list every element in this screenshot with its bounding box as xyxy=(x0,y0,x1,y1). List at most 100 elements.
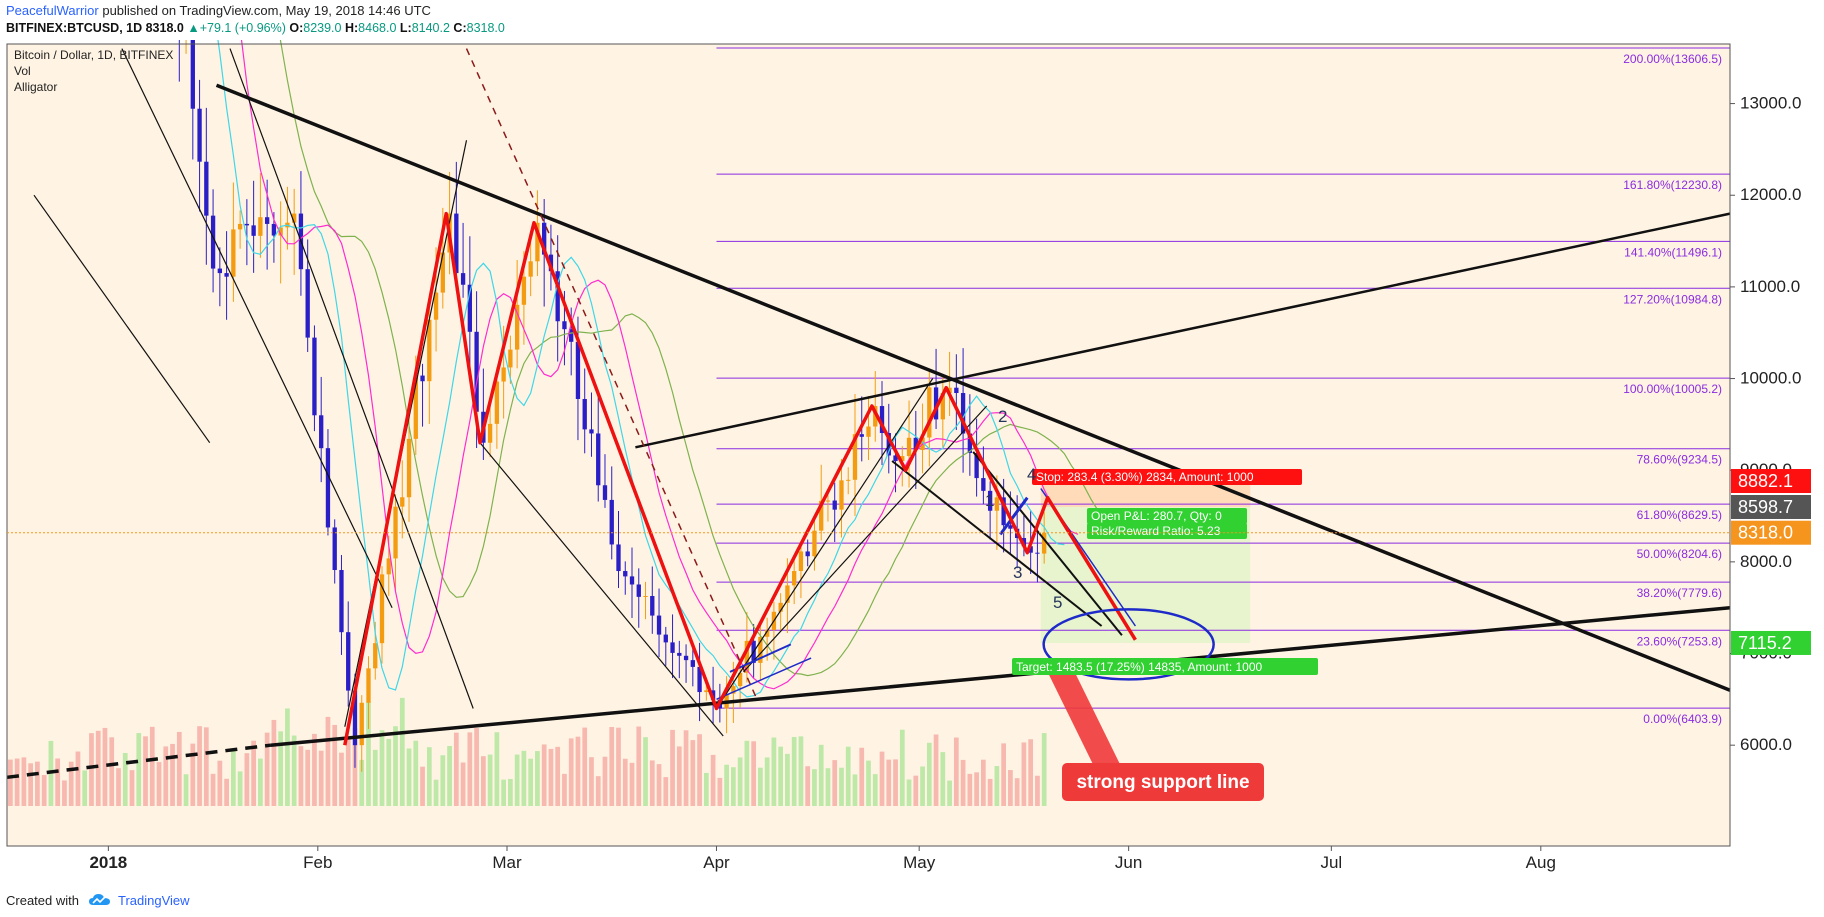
candle-body[interactable] xyxy=(339,570,344,633)
candle-body[interactable] xyxy=(960,393,966,434)
candle-body[interactable] xyxy=(785,585,790,603)
candle-body[interactable] xyxy=(521,276,527,305)
tradingview-link[interactable]: TradingView xyxy=(118,893,190,908)
candle-body[interactable] xyxy=(981,478,986,491)
candle-body[interactable] xyxy=(886,432,891,456)
dashed-trendline[interactable] xyxy=(465,48,758,700)
candle-body[interactable] xyxy=(819,500,824,531)
price-tag-bg[interactable] xyxy=(1731,520,1811,545)
candle-body[interactable] xyxy=(494,381,500,424)
candle-body[interactable] xyxy=(940,392,945,420)
target-label-bg[interactable] xyxy=(1012,658,1318,675)
candle-body[interactable] xyxy=(352,690,358,746)
channel-line[interactable] xyxy=(743,405,988,673)
candle-body[interactable] xyxy=(1035,552,1040,554)
candle-body[interactable] xyxy=(406,438,412,498)
channel-line[interactable] xyxy=(121,48,393,608)
blue-wedge-line[interactable] xyxy=(716,657,812,700)
candle-body[interactable] xyxy=(413,375,418,439)
candle-body[interactable] xyxy=(913,437,918,451)
target-ellipse[interactable] xyxy=(1042,608,1215,681)
candle-body[interactable] xyxy=(1008,525,1013,529)
candle-body[interactable] xyxy=(812,530,817,557)
candle-body[interactable] xyxy=(677,652,682,656)
candle-body[interactable] xyxy=(319,415,324,449)
candle-body[interactable] xyxy=(292,213,297,223)
candle-body[interactable] xyxy=(264,217,270,224)
candle-body[interactable] xyxy=(562,321,567,330)
candle-body[interactable] xyxy=(663,634,668,643)
candle-body[interactable] xyxy=(852,434,858,480)
candle-body[interactable] xyxy=(400,497,405,507)
channel-line[interactable] xyxy=(479,442,724,737)
candle-body[interactable] xyxy=(731,686,736,694)
candle-body[interactable] xyxy=(542,222,547,255)
candle-body[interactable] xyxy=(596,433,601,486)
candle-body[interactable] xyxy=(609,499,614,545)
candle-body[interactable] xyxy=(366,668,371,703)
candle-body[interactable] xyxy=(906,437,912,457)
candle-body[interactable] xyxy=(697,666,702,693)
candle-body[interactable] xyxy=(656,615,662,635)
candle-body[interactable] xyxy=(629,576,635,585)
candle-body[interactable] xyxy=(798,551,804,572)
ascending-trendline[interactable] xyxy=(635,212,1731,449)
candle-body[interactable] xyxy=(974,453,979,479)
candle-body[interactable] xyxy=(737,672,743,687)
support-arrow[interactable] xyxy=(1040,658,1122,769)
candle-body[interactable] xyxy=(569,329,574,342)
candle-body[interactable] xyxy=(278,227,283,236)
candle-body[interactable] xyxy=(994,497,1000,511)
candle-body[interactable] xyxy=(190,40,195,109)
author-link[interactable]: PeacefulWarrior xyxy=(6,3,99,18)
candle-body[interactable] xyxy=(893,455,898,462)
candle-body[interactable] xyxy=(900,456,905,462)
candle-body[interactable] xyxy=(555,271,560,322)
candle-body[interactable] xyxy=(237,223,243,230)
candle-body[interactable] xyxy=(197,108,202,162)
candle-body[interactable] xyxy=(859,434,864,437)
resistance-trendline[interactable] xyxy=(215,83,1731,692)
candle-body[interactable] xyxy=(501,367,506,382)
candle-body[interactable] xyxy=(373,643,378,669)
candle-body[interactable] xyxy=(846,479,851,481)
candle-body[interactable] xyxy=(954,387,959,394)
candle-body[interactable] xyxy=(589,429,594,434)
channel-line[interactable] xyxy=(33,194,211,444)
candle-body[interactable] xyxy=(244,223,250,226)
blue-wedge-line[interactable] xyxy=(729,643,792,673)
candle-body[interactable] xyxy=(528,261,533,277)
red-wave-line[interactable] xyxy=(343,211,1137,746)
candle-body[interactable] xyxy=(224,273,229,277)
candle-body[interactable] xyxy=(967,433,973,454)
channel-line[interactable] xyxy=(229,48,474,709)
candle-body[interactable] xyxy=(508,349,513,368)
support-trendline[interactable] xyxy=(270,605,1731,747)
stop-label-bg[interactable] xyxy=(1032,469,1302,485)
price-tag-bg[interactable] xyxy=(1731,630,1811,655)
candle-body[interactable] xyxy=(467,284,473,332)
candle-body[interactable] xyxy=(764,629,770,637)
candle-body[interactable] xyxy=(312,337,317,416)
candle-body[interactable] xyxy=(582,398,587,430)
candle-body[interactable] xyxy=(744,640,750,673)
candle-body[interactable] xyxy=(933,387,939,420)
candle-body[interactable] xyxy=(839,480,844,510)
support-trendline-extension[interactable] xyxy=(6,743,271,780)
alligator-teeth-line[interactable] xyxy=(44,40,1079,690)
candle-body[interactable] xyxy=(616,544,621,572)
candle-body[interactable] xyxy=(792,571,797,586)
candle-body[interactable] xyxy=(873,406,878,427)
candle-body[interactable] xyxy=(825,500,831,502)
candle-body[interactable] xyxy=(420,375,425,382)
channel-line[interactable] xyxy=(715,378,934,709)
candle-body[interactable] xyxy=(231,229,236,277)
candle-body[interactable] xyxy=(650,596,655,616)
candle-body[interactable] xyxy=(305,269,310,338)
channel-line[interactable] xyxy=(972,451,1123,636)
candle-body[interactable] xyxy=(514,304,520,350)
candle-body[interactable] xyxy=(927,387,932,438)
channel-line[interactable] xyxy=(891,460,1103,627)
candle-body[interactable] xyxy=(670,642,675,653)
candle-body[interactable] xyxy=(271,223,277,236)
